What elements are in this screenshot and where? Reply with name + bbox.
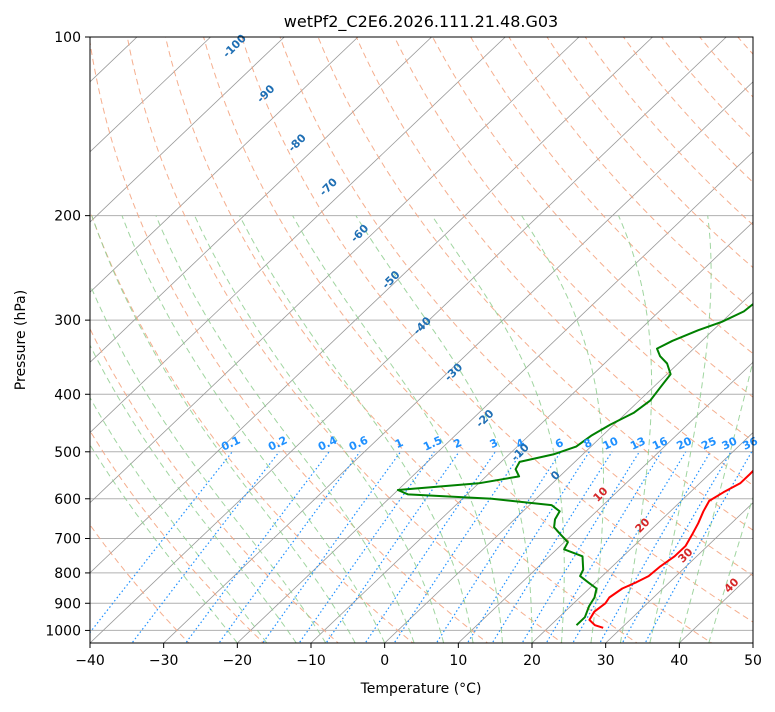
- x-tick-label: −30: [149, 653, 179, 669]
- x-tick-label: 30: [597, 653, 615, 669]
- x-tick-label: 50: [744, 653, 762, 669]
- y-tick-label: 500: [54, 445, 81, 461]
- x-tick-label: 40: [670, 653, 688, 669]
- y-tick-label: 800: [54, 566, 81, 582]
- y-tick-label: 400: [54, 387, 81, 403]
- chart-title: wetPf2_C2E6.2026.111.21.48.G03: [284, 12, 558, 32]
- y-tick-label: 1000: [45, 623, 81, 639]
- x-tick-label: −10: [296, 653, 326, 669]
- y-tick-label: 900: [54, 596, 81, 612]
- x-tick-label: 20: [523, 653, 541, 669]
- y-tick-label: 100: [54, 30, 81, 46]
- x-tick-label: 10: [449, 653, 467, 669]
- x-tick-label: −20: [223, 653, 253, 669]
- y-tick-label: 300: [54, 313, 81, 329]
- y-tick-label: 200: [54, 209, 81, 225]
- x-tick-label: −40: [75, 653, 105, 669]
- y-axis-label: Pressure (hPa): [13, 290, 29, 390]
- x-axis-label: Temperature (°C): [360, 681, 482, 697]
- x-tick-label: 0: [380, 653, 389, 669]
- y-tick-label: 700: [54, 532, 81, 548]
- y-tick-label: 600: [54, 492, 81, 508]
